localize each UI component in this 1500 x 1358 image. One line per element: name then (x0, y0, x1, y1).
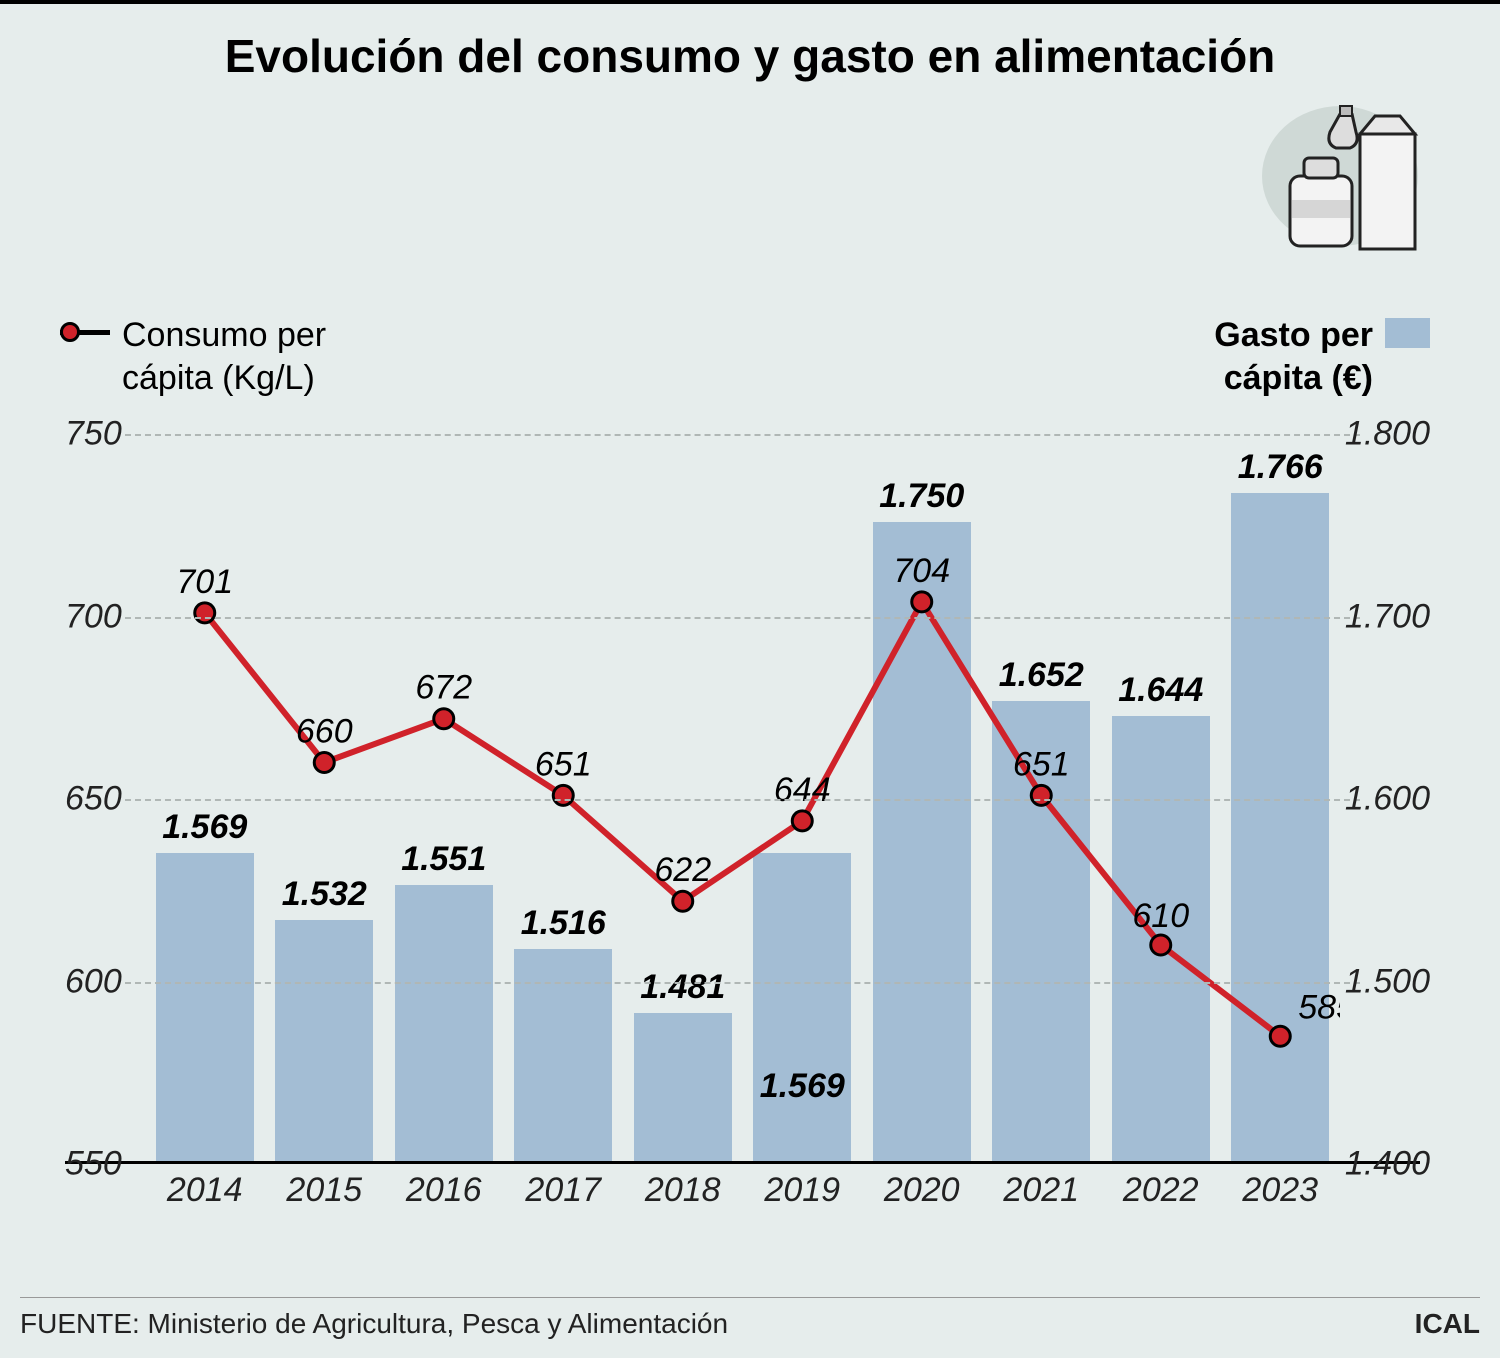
ytick-left: 750 (65, 415, 122, 454)
legend-left-line2: cápita (Kg/L) (122, 357, 326, 400)
bar (1231, 493, 1329, 1161)
ytick-left: 600 (65, 962, 122, 1001)
legend-right-line2: cápita (€) (1214, 357, 1373, 400)
gridline (125, 799, 1360, 801)
line-marker-icon (60, 320, 110, 344)
x-category: 2020 (862, 1161, 982, 1210)
bar-value-label: 1.644 (1118, 671, 1203, 710)
bar-value-label: 1.551 (401, 840, 486, 879)
x-category: 2015 (265, 1161, 385, 1210)
x-category: 2023 (1221, 1161, 1341, 1210)
legend-right-line1: Gasto per (1214, 314, 1373, 357)
ytick-left: 550 (65, 1145, 122, 1184)
legend-consumo: Consumo per cápita (Kg/L) (60, 314, 326, 399)
chart-area: 1.569 1.532 1.551 1.516 1.481 1.569 1.750 1.652… (65, 434, 1420, 1164)
attribution-label: ICAL (1415, 1308, 1480, 1340)
bar-group: 1.652 (982, 434, 1102, 1161)
ytick-right: 1.500 (1345, 962, 1430, 1001)
bar-group: 1.481 (623, 434, 743, 1161)
legend-gasto: Gasto per cápita (€) (1214, 314, 1430, 399)
bar (992, 701, 1090, 1161)
bar (634, 1013, 732, 1161)
source-label: FUENTE: Ministerio de Agricultura, Pesca… (20, 1308, 728, 1340)
bar-value-label: 1.516 (521, 904, 606, 943)
bar-value-label: 1.652 (999, 656, 1084, 695)
chart-title: Evolución del consumo y gasto en aliment… (0, 4, 1500, 93)
x-category: 2014 (145, 1161, 265, 1210)
bar-group: 1.750 (862, 434, 982, 1161)
bar (156, 853, 254, 1161)
groceries-icon (1250, 104, 1430, 269)
x-category: 2017 (504, 1161, 624, 1210)
bar-group: 1.644 (1101, 434, 1221, 1161)
bar-swatch-icon (1385, 318, 1430, 348)
bar (275, 920, 373, 1161)
ytick-left: 650 (65, 780, 122, 819)
bar (1112, 716, 1210, 1161)
bar-group: 1.532 (265, 434, 385, 1161)
ytick-left: 700 (65, 597, 122, 636)
plot-region: 1.569 1.532 1.551 1.516 1.481 1.569 1.750 1.652… (65, 434, 1420, 1164)
footer-row: FUENTE: Ministerio de Agricultura, Pesca… (20, 1297, 1480, 1340)
x-category: 2018 (623, 1161, 743, 1210)
bar-group: 1.569 (145, 434, 265, 1161)
bar-group: 1.569 (743, 434, 863, 1161)
bar (753, 853, 851, 1161)
ytick-right: 1.800 (1345, 415, 1430, 454)
bar-value-label: 1.532 (282, 875, 367, 914)
gridline (125, 617, 1360, 619)
gridline (125, 982, 1360, 984)
gridline (125, 434, 1360, 436)
ytick-right: 1.400 (1345, 1145, 1430, 1184)
x-category: 2022 (1101, 1161, 1221, 1210)
bar-group: 1.551 (384, 434, 504, 1161)
bar-value-label: 1.750 (879, 477, 964, 516)
bar-group: 1.766 (1221, 434, 1341, 1161)
x-category: 2021 (982, 1161, 1102, 1210)
bar-group: 1.516 (504, 434, 624, 1161)
legend-left-line1: Consumo per (122, 314, 326, 357)
bar-value-label: 1.481 (640, 968, 725, 1007)
bar-value-label: 1.569 (162, 808, 247, 847)
bar-value-label: 1.766 (1238, 448, 1323, 487)
ytick-right: 1.600 (1345, 780, 1430, 819)
ytick-right: 1.700 (1345, 597, 1430, 636)
bar-container: 1.569 1.532 1.551 1.516 1.481 1.569 1.750 1.652… (145, 434, 1340, 1161)
bar-value-label: 1.569 (760, 1067, 845, 1106)
x-category: 2016 (384, 1161, 504, 1210)
bar (395, 885, 493, 1161)
x-axis: 2014201520162017201820192020202120222023 (145, 1161, 1340, 1210)
x-category: 2019 (743, 1161, 863, 1210)
